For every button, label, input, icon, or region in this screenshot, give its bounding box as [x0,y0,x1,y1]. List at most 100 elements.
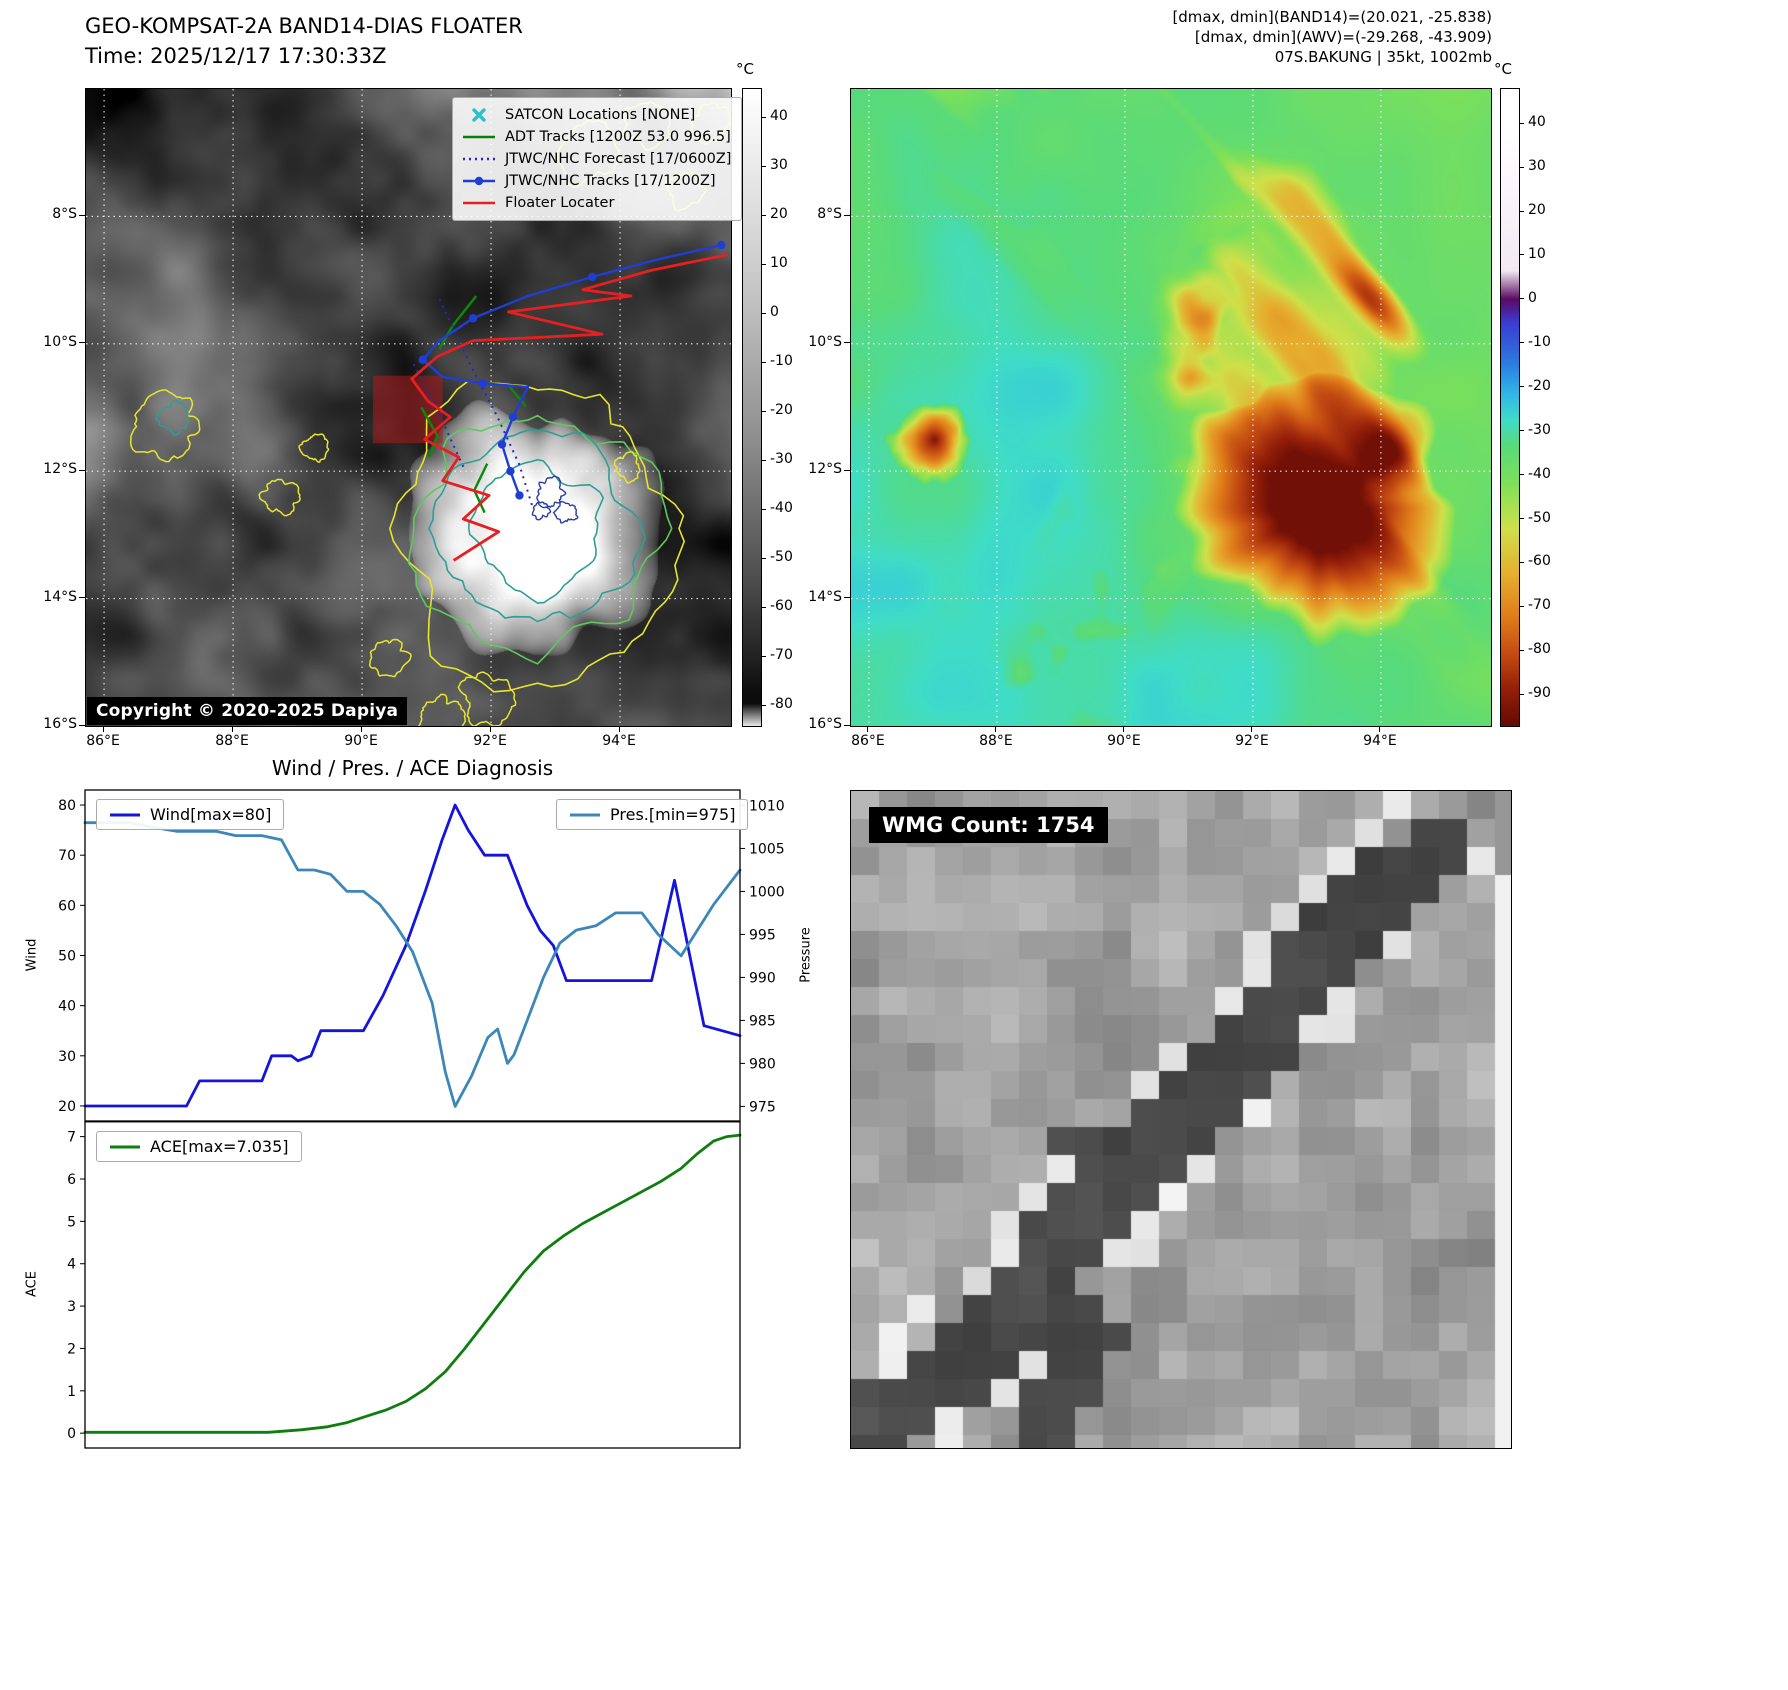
colorbar-tick-label: -30 [1528,421,1551,438]
lat-tick-mark [844,342,850,344]
lat-tick-mark [79,342,85,344]
svg-text:2: 2 [67,1341,76,1357]
colorbar-tick-label: -20 [770,402,793,419]
lon-tick-label: 94°E [1363,733,1397,749]
svg-text:995: 995 [749,927,776,943]
lon-tick-mark [360,726,362,732]
colorbar-tick-label: -80 [1528,641,1551,658]
legend-item-label: JTWC/NHC Forecast [17/0600Z] [505,151,732,167]
lon-tick-mark [231,726,233,732]
colorbar-tick-label: -70 [770,647,793,664]
colorbar-tick-label: -60 [1528,553,1551,570]
lon-tick-mark [102,726,104,732]
legend-line-icon [570,813,600,816]
band14-colorbar-gradient [743,89,761,726]
colorbar-tick-mark [761,116,766,118]
colorbar-tick-label: 0 [770,304,779,321]
lon-tick-label: 88°E [215,733,249,749]
lon-tick-mark [1251,726,1253,732]
lon-tick-label: 86°E [851,733,885,749]
colorbar-tick-label: -40 [770,500,793,517]
colorbar-tick-mark [761,459,766,461]
colorbar-tick-mark [1519,386,1524,388]
lat-tick-mark [79,724,85,726]
colorbar-tick-mark [1519,518,1524,520]
legend-item: ADT Tracks [1200Z 53.0 996.5] [461,126,731,148]
legend-item-label: ADT Tracks [1200Z 53.0 996.5] [505,129,731,145]
wind-axis-label: Wind [24,938,40,972]
lat-tick-label: 8°S [52,206,77,223]
colorbar-tick-mark [761,606,766,608]
lat-tick-label: 16°S [808,716,842,732]
svg-text:1000: 1000 [749,884,785,900]
colorbar-tick-label: -50 [770,549,793,566]
lon-tick-label: 92°E [1235,733,1269,749]
lon-tick-label: 88°E [979,733,1013,749]
svg-text:1010: 1010 [749,798,785,814]
colorbar-tick-label: -40 [1528,465,1551,482]
svg-text:40: 40 [58,999,76,1015]
lat-tick-mark [79,214,85,216]
colorbar-tick-mark [1519,649,1524,651]
legend-item-label: SATCON Locations [NONE] [505,107,696,123]
lon-tick-label: 94°E [602,733,636,749]
diagnosis-title: Wind / Pres. / ACE Diagnosis [271,756,554,780]
colorbar-tick-label: 20 [1528,202,1546,218]
svg-text:1: 1 [67,1384,76,1400]
wmg-panel: WMG Count: 1754 [850,790,1512,1449]
lat-tick-mark [844,597,850,599]
chart-legend-label: Pres.[min=975] [610,805,736,824]
awv-header-2: [dmax, dmin](AWV)=(-29.268, -43.909) [1194,28,1492,46]
wind-legend: Wind[max=80] [96,799,285,830]
svg-text:975: 975 [749,1099,776,1115]
lon-tick-label: 90°E [344,733,378,749]
solid-line-icon [463,135,495,139]
lon-tick-label: 86°E [86,733,120,749]
colorbar-tick-mark [761,704,766,706]
chart-legend-label: ACE[max=7.035] [150,1137,289,1156]
awv-satellite-canvas [851,89,1491,726]
legend-item: Floater Locater [461,192,731,214]
svg-text:7: 7 [67,1130,76,1146]
wmg-count-label: WMG Count: 1754 [869,807,1108,843]
colorbar-tick-label: -50 [1528,509,1551,526]
band14-colorbar-unit: °C [736,60,754,78]
colorbar-tick-label: 10 [1528,245,1546,262]
lon-tick-label: 92°E [473,733,507,749]
satcon-x-icon [472,108,486,122]
lat-tick-label: 14°S [43,588,77,605]
colorbar-tick-label: -90 [1528,685,1551,702]
lon-tick-mark [489,726,491,732]
colorbar-tick-mark [761,361,766,363]
colorbar-tick-mark [761,410,766,412]
colorbar-tick-label: -10 [770,353,793,370]
wmg-image-canvas [851,791,1511,1448]
legend-item: JTWC/NHC Forecast [17/0600Z] [461,148,731,170]
colorbar-tick-label: -60 [770,598,793,615]
colorbar-tick-mark [1519,210,1524,212]
legend-item: JTWC/NHC Tracks [17/1200Z] [461,170,731,192]
colorbar-tick-label: 30 [1528,158,1546,175]
colorbar-tick-label: 20 [770,206,788,223]
svg-text:0: 0 [67,1426,76,1442]
colorbar-tick-mark [1519,693,1524,695]
awv-header-3: 07S.BAKUNG | 35kt, 1002mb [1274,48,1492,66]
lat-tick-mark [844,469,850,471]
lon-tick-mark [1379,726,1381,732]
colorbar-tick-label: -30 [770,451,793,468]
svg-text:30: 30 [58,1049,76,1065]
svg-text:985: 985 [749,1013,776,1029]
colorbar-tick-label: 10 [770,255,788,272]
svg-text:1005: 1005 [749,841,785,857]
svg-text:70: 70 [58,848,76,864]
legend-item-label: Floater Locater [505,195,615,211]
lon-tick-mark [1123,726,1125,732]
colorbar-tick-label: -20 [1528,377,1551,394]
colorbar-tick-mark [761,655,766,657]
awv-colorbar-unit: °C [1494,60,1512,78]
colorbar-tick-mark [1519,605,1524,607]
lat-tick-label: 12°S [808,461,842,478]
colorbar-tick-mark [761,312,766,314]
awv-header-1: [dmax, dmin](BAND14)=(20.021, -25.838) [1172,8,1492,26]
